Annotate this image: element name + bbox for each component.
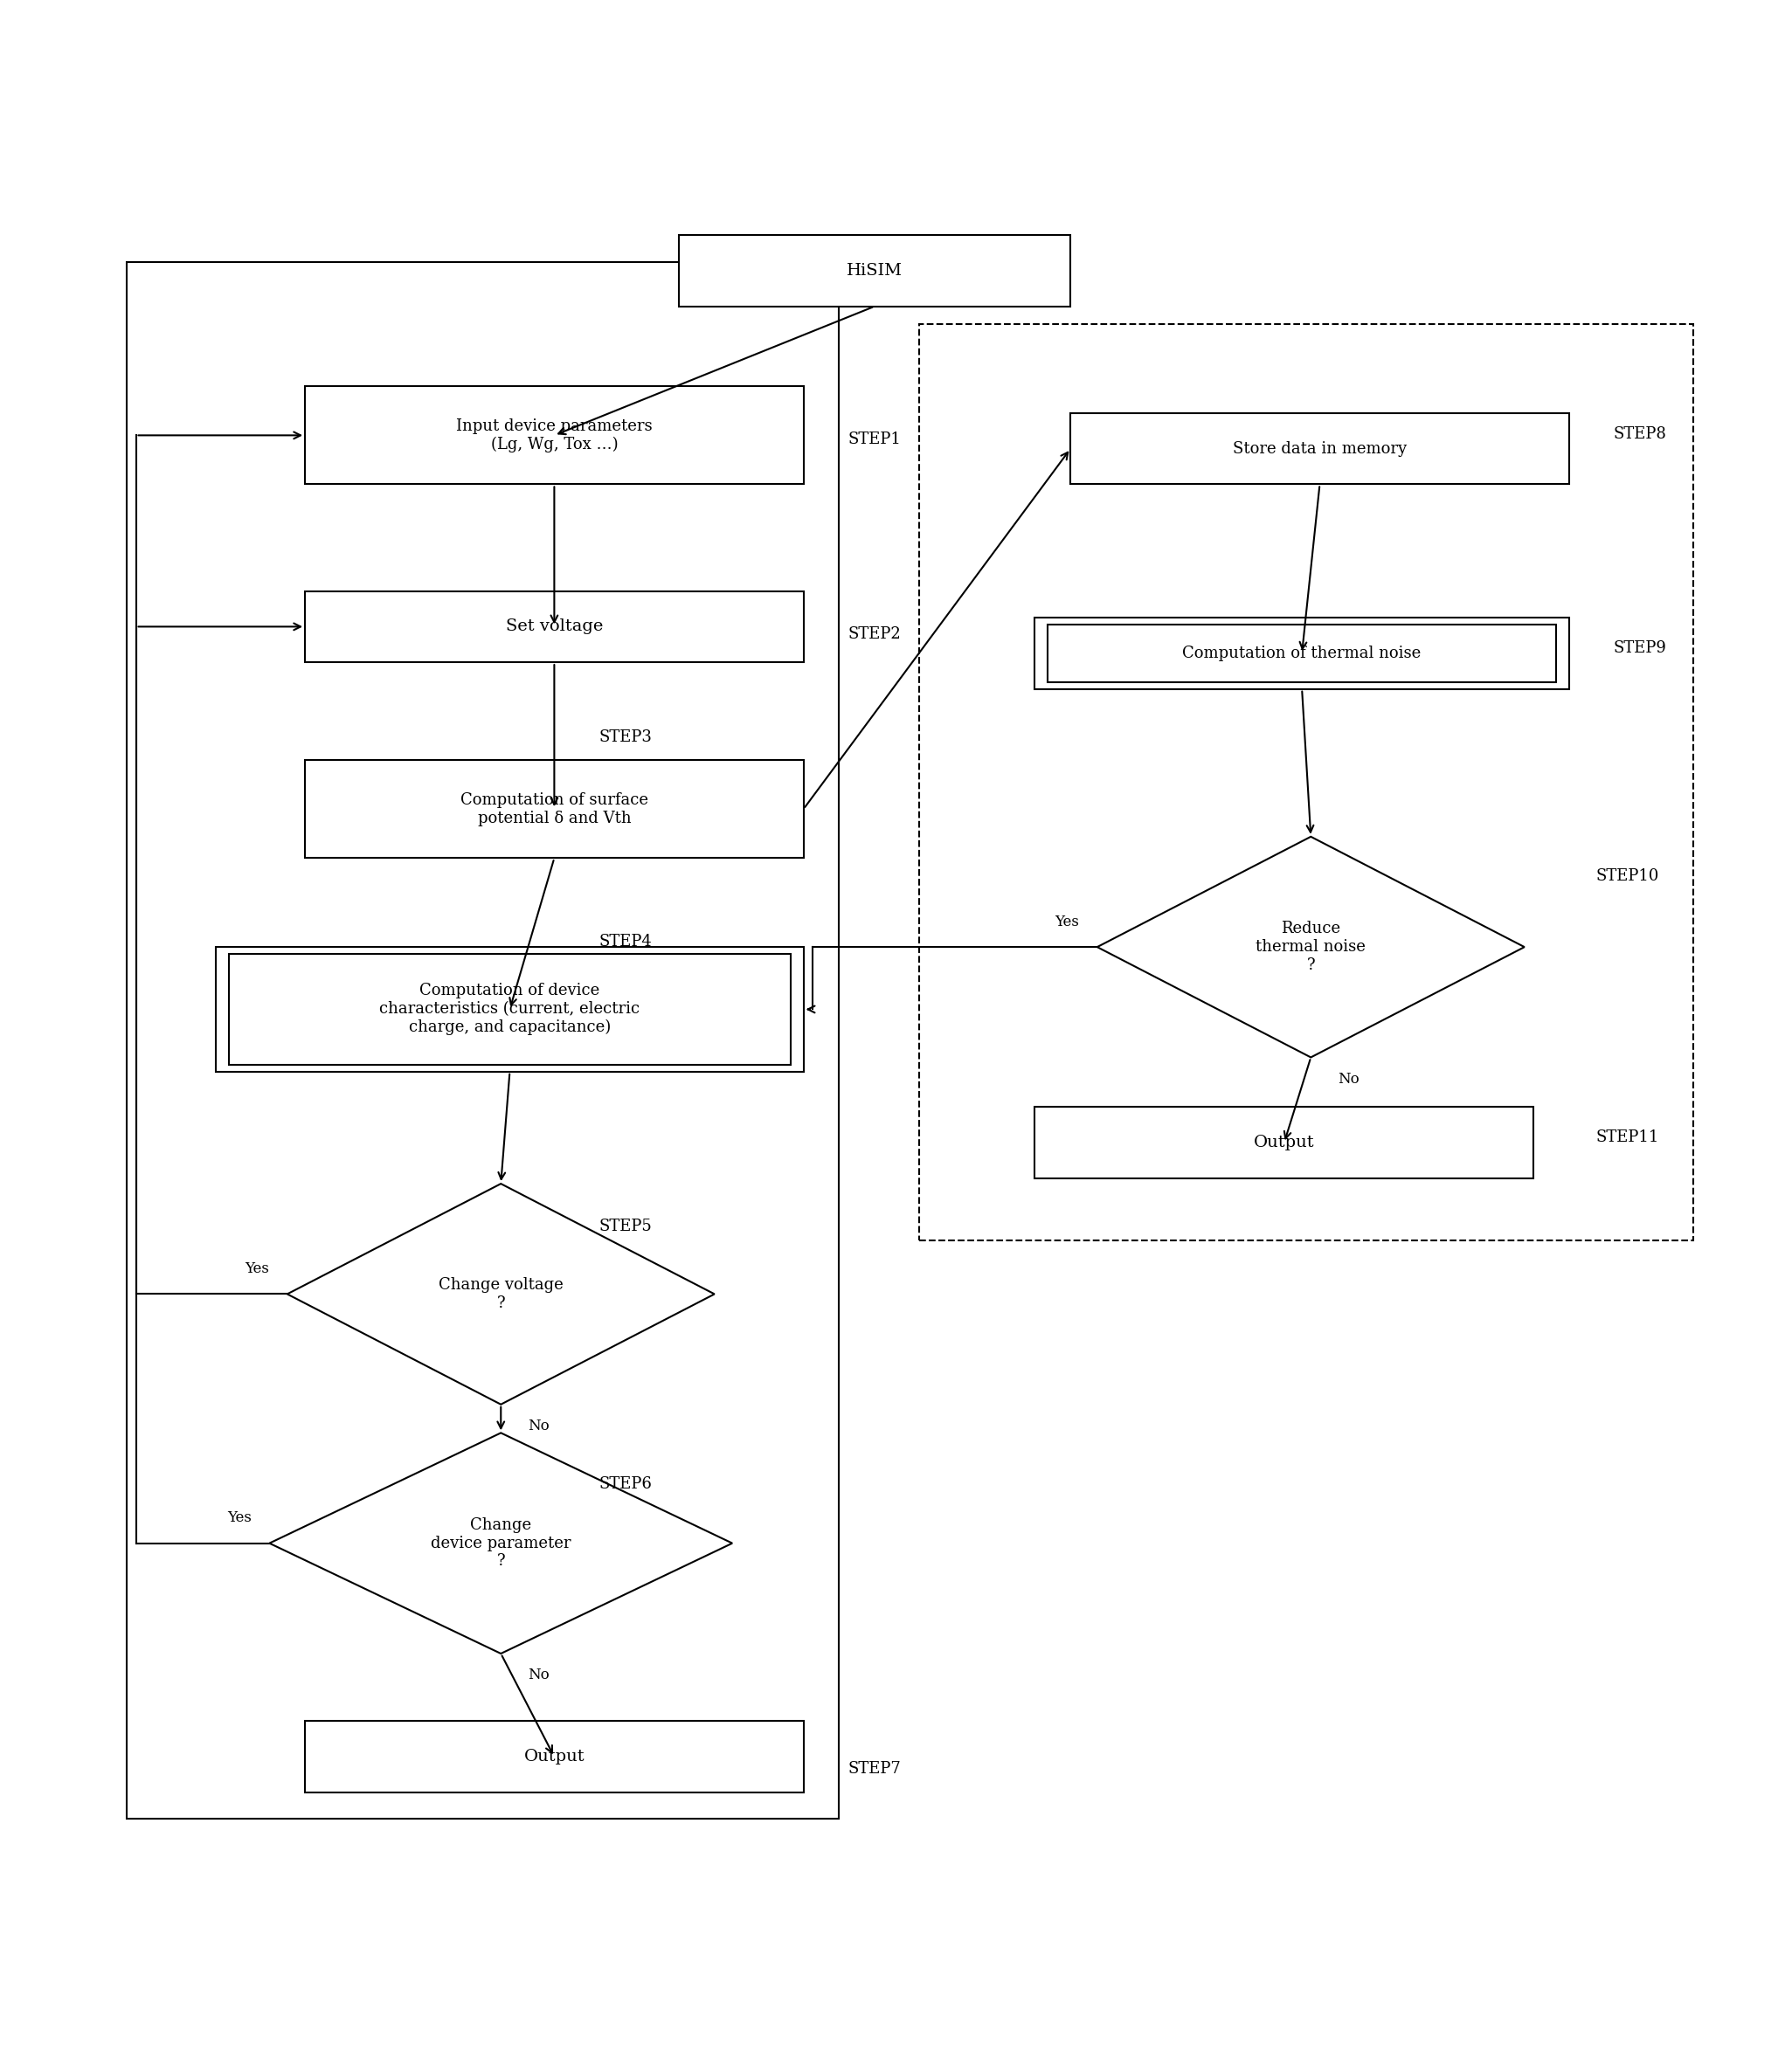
Text: Computation of device
characteristics (current, electric
charge, and capacitance: Computation of device characteristics (c… — [380, 982, 641, 1036]
Text: Input device parameters
(Lg, Wg, Tox …): Input device parameters (Lg, Wg, Tox …) — [457, 419, 652, 452]
Text: STEP10: STEP10 — [1596, 868, 1658, 883]
Polygon shape — [1098, 837, 1524, 1057]
Text: Output: Output — [523, 1749, 585, 1765]
Text: STEP11: STEP11 — [1596, 1129, 1658, 1146]
Text: STEP2: STEP2 — [848, 626, 901, 642]
Text: STEP3: STEP3 — [598, 729, 652, 744]
Polygon shape — [270, 1434, 732, 1653]
Text: Yes: Yes — [227, 1510, 252, 1525]
FancyBboxPatch shape — [1035, 617, 1569, 690]
Text: Computation of surface
potential δ and Vth: Computation of surface potential δ and V… — [461, 792, 648, 827]
FancyBboxPatch shape — [305, 385, 803, 485]
Text: Change voltage
?: Change voltage ? — [439, 1276, 564, 1312]
Text: STEP6: STEP6 — [598, 1477, 652, 1492]
Text: No: No — [528, 1668, 550, 1682]
FancyBboxPatch shape — [678, 234, 1071, 307]
Text: Output: Output — [1253, 1135, 1314, 1150]
Text: No: No — [1337, 1071, 1358, 1086]
Text: No: No — [528, 1419, 550, 1434]
FancyBboxPatch shape — [305, 760, 803, 858]
Text: Computation of thermal noise: Computation of thermal noise — [1182, 646, 1421, 661]
FancyBboxPatch shape — [305, 1722, 803, 1792]
Text: Yes: Yes — [1055, 914, 1080, 928]
Text: STEP1: STEP1 — [848, 431, 901, 448]
FancyBboxPatch shape — [1071, 412, 1569, 485]
Text: Reduce
thermal noise
?: Reduce thermal noise ? — [1257, 920, 1366, 974]
Text: STEP7: STEP7 — [848, 1761, 901, 1778]
Text: Store data in memory: Store data in memory — [1233, 441, 1407, 456]
FancyBboxPatch shape — [1035, 1106, 1533, 1179]
Text: STEP5: STEP5 — [598, 1218, 652, 1235]
Text: Change
device parameter
?: Change device parameter ? — [430, 1517, 571, 1569]
Text: Yes: Yes — [245, 1262, 270, 1276]
Polygon shape — [287, 1183, 714, 1405]
Text: STEP8: STEP8 — [1614, 427, 1667, 441]
FancyBboxPatch shape — [216, 947, 803, 1071]
Text: Set voltage: Set voltage — [505, 620, 603, 634]
Text: STEP9: STEP9 — [1614, 640, 1667, 657]
Text: HiSIM: HiSIM — [846, 263, 903, 278]
FancyBboxPatch shape — [305, 591, 803, 663]
Text: STEP4: STEP4 — [598, 934, 652, 949]
